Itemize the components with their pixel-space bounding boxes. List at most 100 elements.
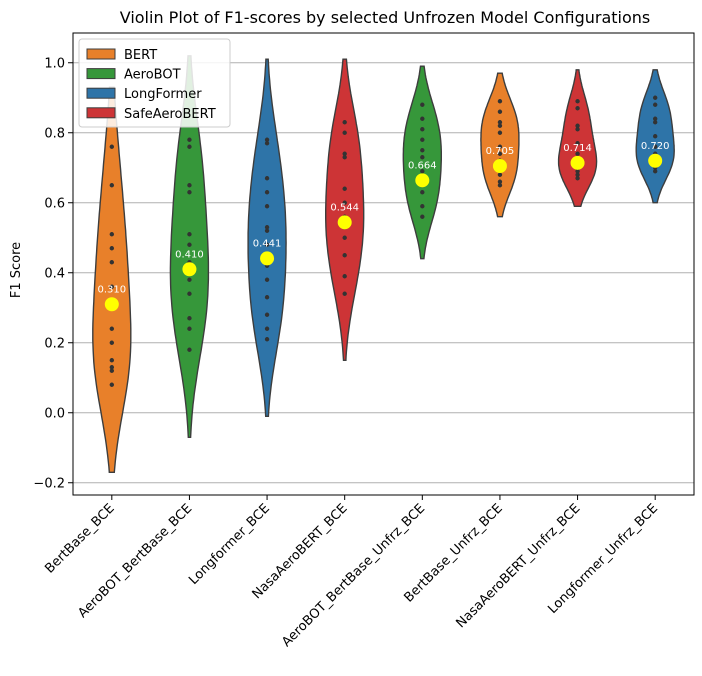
legend-label: AeroBOT [124, 68, 181, 83]
data-point [187, 277, 192, 282]
data-point [420, 169, 425, 174]
data-points [109, 95, 658, 387]
violin-body [325, 58, 365, 361]
legend-label: BERT [124, 48, 157, 63]
data-point [497, 99, 503, 104]
data-point [652, 116, 658, 121]
data-point [420, 148, 425, 153]
violin-body [247, 58, 287, 417]
x-axis: BertBase_BCEAeroBOT_BertBase_BCELongform… [42, 495, 661, 650]
data-point [420, 155, 425, 160]
data-point [342, 200, 347, 205]
data-point [497, 179, 503, 184]
data-point [264, 228, 270, 233]
data-point [264, 242, 270, 247]
mean-marker [415, 173, 430, 188]
data-point [264, 337, 270, 342]
data-point [109, 340, 115, 345]
data-point [497, 130, 503, 135]
data-point [264, 141, 270, 146]
data-point [575, 141, 580, 146]
data-point [187, 291, 192, 296]
data-point [575, 123, 580, 128]
violin-body [557, 69, 598, 207]
mean-value-label: 0.705 [486, 146, 515, 157]
mean-value-label: 0.664 [408, 160, 437, 171]
data-point [497, 172, 503, 177]
y-tick-label: 0.4 [44, 266, 65, 281]
mean-marker [492, 159, 507, 173]
data-point [264, 277, 270, 282]
data-point [420, 116, 425, 121]
mean-value-label: 0.544 [330, 202, 359, 213]
data-point [575, 106, 580, 111]
y-tick-label: 0.6 [44, 196, 65, 211]
data-point [575, 151, 580, 156]
x-tick-label: Longformer_BCE [186, 501, 273, 588]
legend-swatch [86, 68, 116, 80]
data-point [497, 144, 503, 149]
y-axis: −0.2 0.0 0.2 0.4 0.6 0.8 1.0 [33, 56, 73, 491]
data-point [575, 99, 580, 104]
data-point [497, 183, 503, 188]
data-point [109, 284, 115, 289]
mean-marker [337, 215, 352, 230]
data-point [342, 274, 347, 279]
violin-body [402, 65, 442, 260]
data-point [652, 120, 658, 125]
data-point [652, 95, 658, 100]
data-point [187, 190, 192, 195]
data-point [109, 183, 115, 188]
y-tick-label: 1.0 [44, 56, 65, 71]
mean-value-label: 0.720 [641, 141, 670, 152]
x-tick-label: NasaAeroBERT_Unfrz_BCE [453, 501, 583, 631]
data-point [575, 172, 580, 177]
x-tick-label: BertBase_BCE [42, 501, 117, 576]
y-tick-label: 0.0 [44, 406, 65, 421]
data-point [264, 204, 270, 209]
data-point [187, 144, 192, 149]
data-point [264, 137, 270, 142]
y-axis-label: F1 Score [9, 242, 24, 298]
data-point [497, 151, 503, 156]
y-tick-label: 0.8 [44, 126, 65, 141]
mean-marker [260, 251, 275, 266]
data-point [652, 102, 658, 107]
legend-swatch [86, 87, 116, 99]
data-point [109, 260, 115, 265]
data-point [109, 365, 115, 370]
mean-value-label: 0.441 [253, 238, 282, 249]
data-point [264, 225, 270, 230]
data-point [342, 235, 347, 240]
data-point [652, 134, 658, 139]
data-point [575, 127, 580, 132]
data-point [497, 120, 503, 125]
mean-markers: 0.310 0.410 0.441 0.544 0.664 0.705 0.714 0.720 [97, 141, 670, 312]
data-point [420, 137, 425, 142]
data-point [652, 169, 658, 174]
data-point [109, 358, 115, 363]
data-point [575, 176, 580, 181]
plot-frame [72, 32, 695, 496]
data-point [187, 316, 192, 321]
data-point [342, 291, 347, 296]
legend-label: SafeAeroBERT [124, 107, 216, 122]
data-point [187, 326, 192, 331]
data-point [420, 190, 425, 195]
data-point [342, 253, 347, 258]
data-point [187, 242, 192, 247]
data-point [420, 204, 425, 209]
y-tick-label: 0.2 [44, 336, 65, 351]
data-point [187, 183, 192, 188]
data-point [109, 368, 115, 373]
data-point [264, 190, 270, 195]
mean-value-label: 0.714 [563, 143, 592, 154]
data-point [342, 151, 347, 156]
legend: BERT AeroBOT LongFormer SafeAeroBERT [78, 38, 231, 128]
data-point [109, 144, 115, 149]
data-point [342, 130, 347, 135]
data-point [264, 295, 270, 300]
x-tick-label: AeroBOT_BertBase_Unfrz_BCE [279, 501, 428, 650]
